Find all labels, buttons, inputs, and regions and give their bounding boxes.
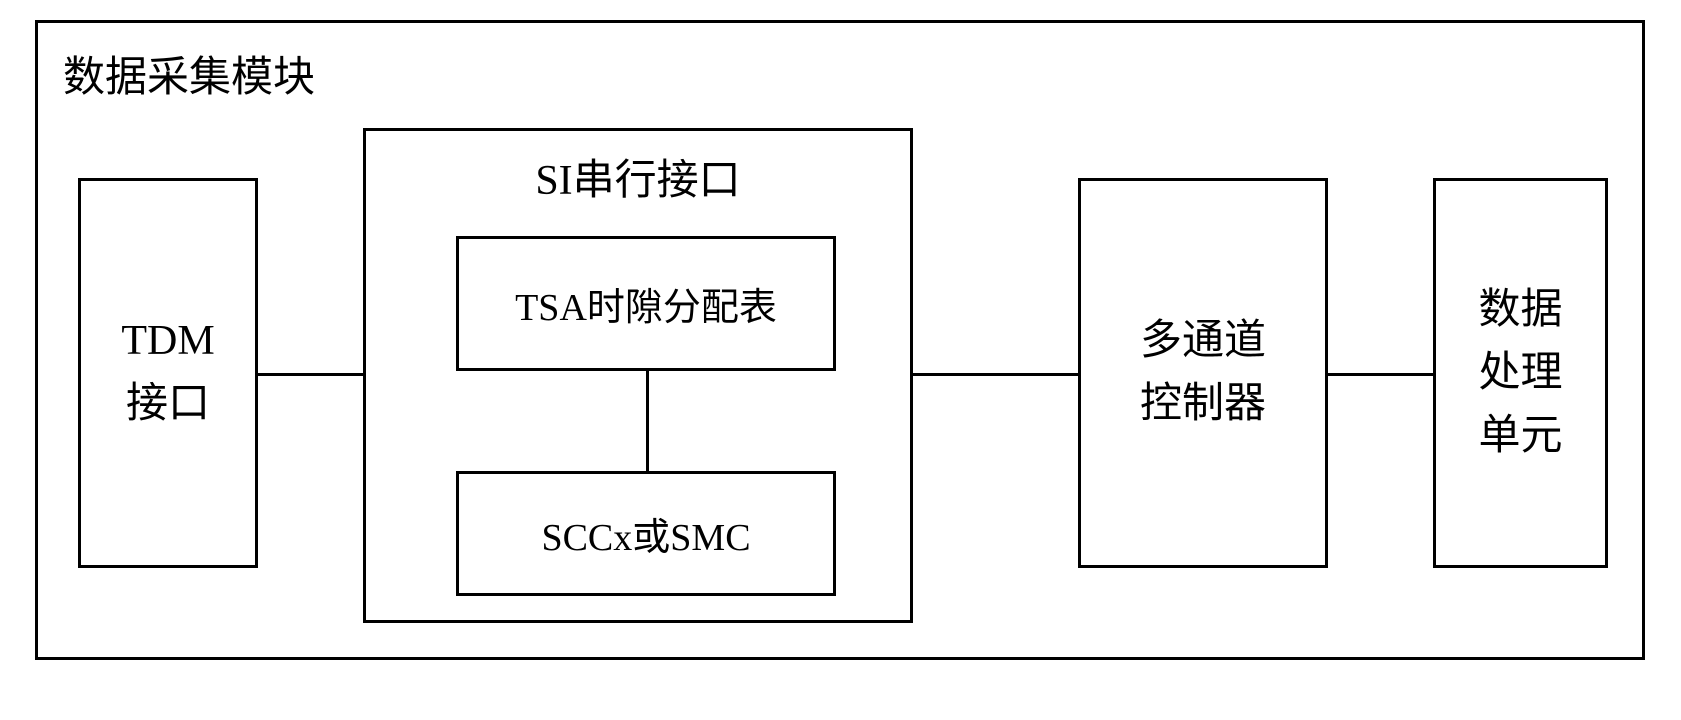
outer-container: 数据采集模块 TDM 接口 SI串行接口 TSA时隙分配表 SCCx或SMC 多… (35, 20, 1645, 660)
dpu-label: 数据 处理 单元 (1478, 279, 1562, 468)
connector-si-mcc (913, 373, 1078, 376)
tdm-interface-box: TDM 接口 (78, 178, 258, 568)
multichannel-controller-box: 多通道 控制器 (1078, 178, 1328, 568)
tsa-label: TSA时隙分配表 (515, 276, 777, 331)
si-title: SI串行接口 (366, 146, 910, 207)
connector-tsa-scc (646, 371, 649, 471)
connector-tdm-si (258, 373, 363, 376)
tsa-box: TSA时隙分配表 (456, 236, 836, 371)
tdm-label: TDM 接口 (121, 310, 214, 436)
module-title: 数据采集模块 (63, 43, 315, 104)
scc-label: SCCx或SMC (541, 506, 750, 561)
connector-mcc-dpu (1328, 373, 1433, 376)
scc-box: SCCx或SMC (456, 471, 836, 596)
si-serial-interface-box: SI串行接口 TSA时隙分配表 SCCx或SMC (363, 128, 913, 623)
data-processing-unit-box: 数据 处理 单元 (1433, 178, 1608, 568)
mcc-label: 多通道 控制器 (1140, 310, 1266, 436)
